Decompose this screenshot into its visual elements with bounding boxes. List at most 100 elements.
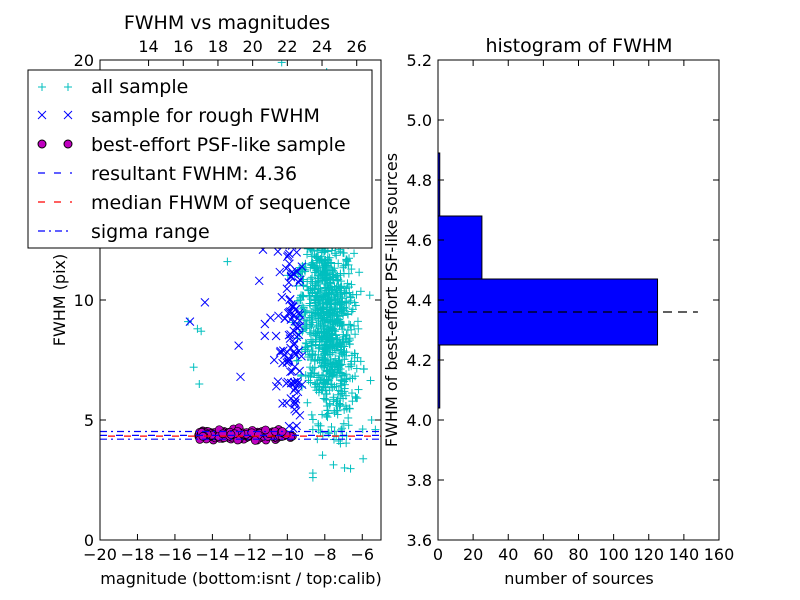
scatter-point (332, 359, 341, 368)
scatter-point (274, 311, 283, 321)
scatter-point (320, 256, 329, 265)
scatter-point (319, 370, 328, 379)
scatter-point (288, 269, 298, 278)
x-tick-label: 0 (433, 545, 443, 564)
scatter-point (340, 380, 349, 389)
legend-label: sigma range (91, 221, 210, 243)
scatter-point (312, 282, 321, 291)
scatter-point (340, 288, 349, 297)
scatter-point (312, 256, 321, 265)
x-tick-label: −6 (350, 545, 374, 564)
scatter-point (319, 327, 328, 336)
scatter-point (321, 382, 330, 391)
scatter-point (358, 425, 367, 434)
scatter-point (297, 380, 307, 390)
scatter-point (367, 416, 376, 424)
scatter-point (313, 265, 322, 274)
legend-entry-median-fwhm: median FHWM of sequence (38, 192, 351, 214)
scatter-point (236, 372, 245, 382)
scatter-point (325, 278, 334, 287)
scatter-point (312, 291, 321, 300)
scatter-point (319, 378, 328, 387)
scatter-point (289, 386, 299, 395)
scatter-point (314, 252, 323, 261)
scatter-point (306, 283, 315, 292)
scatter-point (275, 267, 285, 277)
scatter-point (306, 368, 315, 377)
scatter-point (325, 386, 334, 395)
legend-label: all sample (91, 76, 188, 98)
scatter-point (306, 263, 315, 272)
plus-marker-icon (38, 83, 72, 91)
scatter-point (342, 370, 351, 379)
scatter-point (197, 327, 206, 336)
legend-label: median FHWM of sequence (91, 192, 351, 214)
y-tick-label: 0 (84, 531, 94, 550)
scatter-point (323, 413, 332, 422)
scatter-point (359, 365, 368, 374)
scatter-point (333, 410, 342, 419)
scatter-point (292, 332, 302, 342)
scatter-point (318, 314, 327, 323)
scatter-point (351, 330, 360, 339)
scatter-point (307, 369, 316, 378)
scatter-point (337, 375, 346, 384)
scatter-point (355, 268, 364, 277)
legend-box (27, 69, 373, 249)
scatter-point (308, 258, 317, 267)
scatter-point (288, 302, 297, 312)
scatter-point (283, 251, 293, 260)
legend-entry-sigma-range: sigma range (38, 221, 210, 243)
scatter-point (290, 397, 299, 406)
scatter-point (310, 281, 319, 290)
scatter-point (286, 367, 295, 377)
scatter-point (184, 317, 193, 326)
scatter-point (304, 376, 313, 385)
scatter-point (319, 248, 328, 257)
scatter-point (275, 348, 285, 357)
scatter-point (308, 415, 317, 424)
scatter-point (335, 312, 344, 321)
scatter-point (325, 372, 334, 381)
scatter-point (332, 401, 341, 410)
histogram-chart: 0 20 40 60 80 100 120 140 160 3.6 3.8 4.0 4.2 4.4 4.6 4… (382, 35, 734, 588)
top-x-tick-label: 24 (312, 37, 332, 56)
scatter-point (266, 313, 275, 323)
scatter-point (311, 277, 320, 286)
scatter-point (343, 279, 352, 288)
scatter-point (337, 277, 346, 286)
scatter-point (316, 320, 325, 329)
scatter-point (327, 340, 336, 349)
scatter-point (330, 369, 339, 378)
scatter-point (329, 460, 338, 469)
scatter-point (314, 419, 323, 428)
x-tick-label: −16 (158, 545, 192, 564)
scatter-point (281, 264, 291, 273)
scatter-point (342, 304, 351, 313)
scatter-point (315, 300, 324, 309)
scatter-point (295, 366, 305, 376)
scatter-x-axis-label: magnitude (bottom:isnt / top:calib) (100, 569, 381, 588)
x-tick-label: 80 (568, 545, 588, 564)
x-tick-label: −20 (83, 545, 117, 564)
scatter-point (347, 280, 356, 289)
scatter-point (331, 330, 340, 339)
scatter-point (303, 277, 312, 286)
scatter-legend: all sample sample for rough FWHM best-ef… (27, 69, 373, 249)
scatter-point (288, 302, 298, 312)
scatter-point (354, 385, 363, 394)
scatter-point (331, 346, 340, 355)
scatter-point (276, 346, 285, 356)
scatter-point (292, 356, 301, 365)
top-x-tick-label: 22 (277, 37, 297, 56)
scatter-point (226, 430, 236, 439)
scatter-point (282, 398, 292, 408)
scatter-point (271, 331, 281, 341)
scatter-point (307, 259, 316, 268)
scatter-point (346, 296, 355, 305)
scatter-point (340, 355, 349, 364)
scatter-point (345, 340, 354, 349)
scatter-point (303, 250, 312, 259)
scatter-point (351, 301, 360, 310)
